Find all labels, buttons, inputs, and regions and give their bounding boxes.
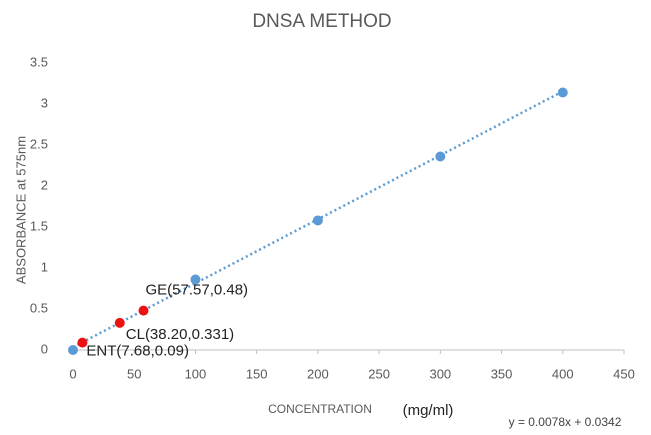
point <box>312 215 323 226</box>
x-tick-label: 450 <box>613 366 635 381</box>
y-tick-label: 1 <box>41 259 48 274</box>
x-tick-label: 200 <box>307 366 329 381</box>
y-tick-label: 3.5 <box>30 54 48 69</box>
y-tick-label: 1.5 <box>30 218 48 233</box>
point <box>114 317 125 328</box>
y-axis-label: ABSORBANCE at 575nm <box>13 136 28 284</box>
x-axis-unit: (mg/ml) <box>403 402 454 419</box>
point <box>138 305 149 316</box>
x-tick-label: 250 <box>368 366 390 381</box>
y-tick-label: 2 <box>41 177 48 192</box>
trendline-equation: y = 0.0078x + 0.0342 <box>509 415 622 429</box>
point <box>77 337 88 348</box>
x-tick-label: 300 <box>429 366 451 381</box>
point <box>557 87 568 98</box>
x-tick-label: 50 <box>127 366 141 381</box>
point-label: ENT(7.68,0.09) <box>86 343 189 360</box>
point-label: CL(38.20,0.331) <box>126 326 234 343</box>
y-tick-label: 3 <box>41 95 48 110</box>
x-tick-label: 350 <box>491 366 513 381</box>
point <box>190 274 201 285</box>
y-tick-label: 0.5 <box>30 300 48 315</box>
x-tick-label: 400 <box>552 366 574 381</box>
x-axis-label: CONCENTRATION <box>268 402 372 416</box>
point-label: GE(57.57,0.48) <box>145 282 248 299</box>
point <box>68 345 78 355</box>
chart-title: DNSA METHOD <box>252 11 391 32</box>
point <box>435 151 446 162</box>
x-tick-label: 0 <box>69 366 76 381</box>
y-tick-label: 2.5 <box>30 136 48 151</box>
y-tick-label: 0 <box>41 341 48 356</box>
x-tick-label: 100 <box>185 366 207 381</box>
x-tick-label: 150 <box>246 366 268 381</box>
